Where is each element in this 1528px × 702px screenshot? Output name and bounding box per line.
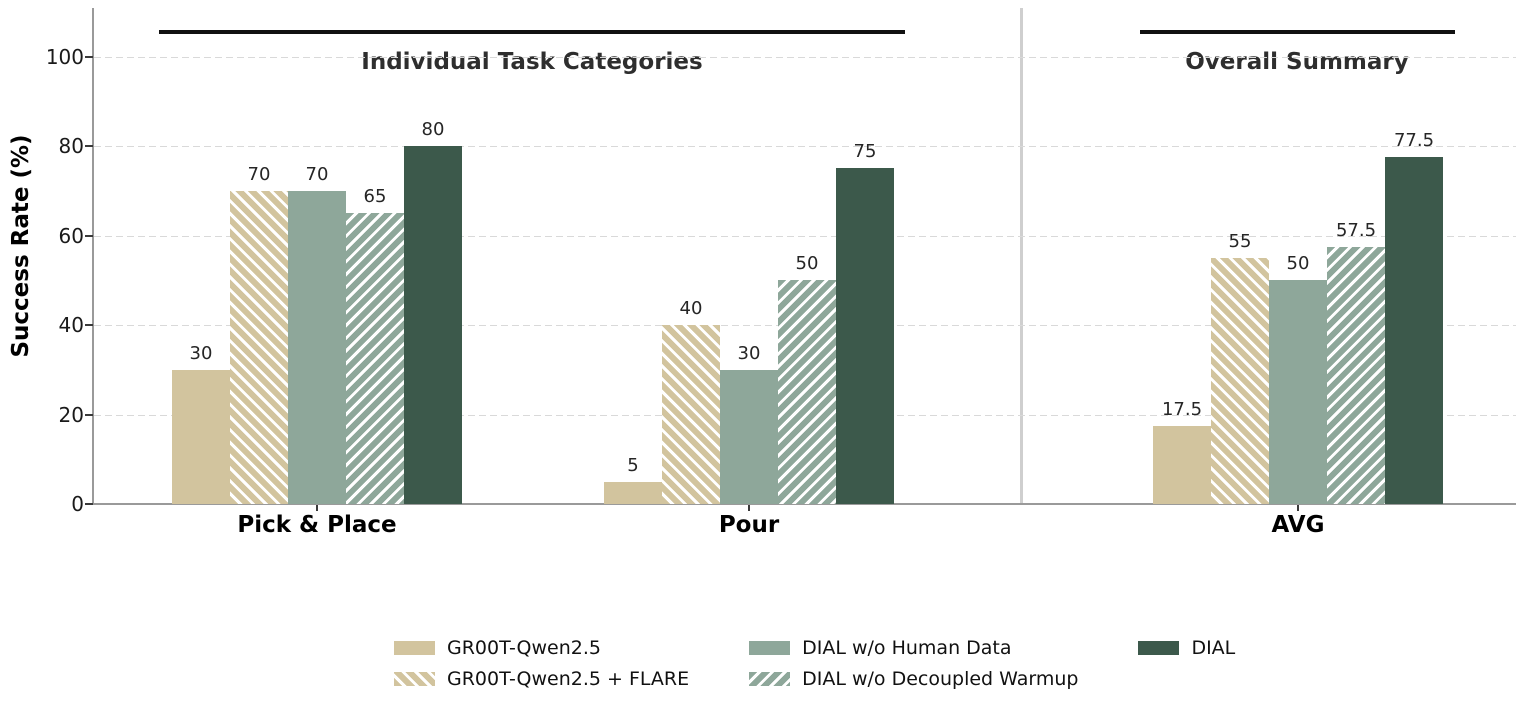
x-category-label-pick-place: Pick & Place	[237, 512, 397, 538]
legend-item-dial-w-o-human-data: DIAL w/o Human Data	[749, 637, 1078, 659]
bar-gr00t-qwen2-5-avg	[1153, 425, 1211, 504]
legend-item-gr00t-qwen2-5: GR00T-Qwen2.5	[394, 637, 689, 659]
legend-item-gr00t-qwen2-5-flare: GR00T-Qwen2.5 + FLARE	[394, 668, 689, 690]
panel-title-overall: Overall Summary	[1185, 49, 1409, 75]
bar-value-dial-w-o-human-data-pick-place: 70	[305, 163, 329, 185]
bar-value-gr00t-qwen2-5-flare-pour: 40	[679, 298, 703, 319]
panel-rule-left	[159, 30, 905, 34]
y-tick-mark-40	[85, 324, 93, 326]
bar-gr00t-qwen2-5-flare-pour	[662, 325, 720, 504]
legend-label-gr00t-qwen2-5-flare: GR00T-Qwen2.5 + FLARE	[447, 668, 690, 690]
legend-column-3: DIAL	[1138, 637, 1235, 690]
bar-value-dial-w-o-decoupled-warmup-pour: 50	[795, 253, 819, 275]
y-axis-spine	[92, 8, 94, 505]
legend-item-dial-w-o-decoupled-warmup: DIAL w/o Decoupled Warmup	[749, 668, 1078, 690]
y-tick-label-0: 0	[71, 492, 84, 516]
legend-label-gr00t-qwen2-5: GR00T-Qwen2.5	[447, 637, 601, 659]
legend-column-1: GR00T-Qwen2.5 GR00T-Qwen2.5 + FLARE	[394, 637, 689, 690]
y-tick-mark-0	[85, 503, 93, 505]
legend-swatch-gr00t-qwen2-5-flare	[394, 672, 435, 686]
legend-swatch-gr00t-qwen2-5	[394, 641, 435, 655]
bar-value-dial-pour: 75	[853, 141, 877, 163]
legend: GR00T-Qwen2.5 GR00T-Qwen2.5 + FLARE DIAL w…	[394, 637, 1235, 690]
x-tick-mark-pour	[748, 505, 750, 511]
y-tick-label-80: 80	[58, 134, 84, 158]
bar-dial-w-o-human-data-pour	[720, 369, 778, 504]
bar-value-dial-w-o-decoupled-warmup-pick-place: 65	[363, 186, 387, 208]
gridline-100	[94, 56, 1516, 58]
y-tick-mark-100	[85, 55, 93, 58]
y-tick-mark-80	[85, 145, 93, 147]
bar-value-dial-w-o-decoupled-warmup-avg: 57.5	[1335, 219, 1377, 241]
bar-gr00t-qwen2-5-flare-avg	[1211, 257, 1269, 504]
x-tick-mark-avg	[1297, 505, 1299, 511]
bar-dial-w-o-decoupled-warmup-pour	[778, 280, 836, 504]
legend-column-2: DIAL w/o Human Data DIAL w/o Decoupled Wa…	[749, 637, 1078, 690]
bar-value-dial-w-o-human-data-pour: 30	[737, 342, 761, 364]
bar-dial-w-o-human-data-avg	[1269, 280, 1327, 504]
bar-value-gr00t-qwen2-5-flare-avg: 55	[1228, 230, 1252, 252]
x-tick-mark-pick-place	[316, 505, 318, 511]
legend-label-dial-w-o-decoupled-warmup: DIAL w/o Decoupled Warmup	[802, 668, 1079, 690]
bar-dial-avg	[1385, 157, 1443, 504]
gridline-60	[94, 235, 1516, 237]
bar-value-gr00t-qwen2-5-flare-pick-place: 70	[247, 163, 271, 185]
y-tick-label-20: 20	[58, 402, 84, 427]
bar-gr00t-qwen2-5-pick-place	[172, 369, 230, 504]
panel-title-individual: Individual Task Categories	[361, 49, 703, 75]
bar-gr00t-qwen2-5-flare-pick-place	[230, 190, 288, 504]
bar-dial-pick-place	[404, 146, 462, 504]
bar-value-gr00t-qwen2-5-avg: 17.5	[1161, 398, 1203, 420]
legend-swatch-dial-w-o-human-data	[749, 641, 791, 655]
panel-divider	[1020, 8, 1023, 503]
bar-dial-w-o-human-data-pick-place	[288, 190, 346, 504]
y-tick-mark-20	[85, 413, 93, 416]
y-tick-label-100: 100	[45, 44, 84, 69]
legend-swatch-dial-w-o-decoupled-warmup	[749, 672, 791, 686]
legend-item-dial: DIAL	[1138, 637, 1235, 659]
bar-dial-pour	[836, 168, 894, 504]
bar-gr00t-qwen2-5-pour	[604, 481, 662, 504]
bar-value-gr00t-qwen2-5-pick-place: 30	[189, 342, 213, 364]
bar-value-dial-pick-place: 80	[421, 119, 445, 140]
bar-dial-w-o-decoupled-warmup-pick-place	[346, 213, 404, 504]
legend-label-dial: DIAL	[1191, 637, 1236, 659]
y-tick-label-40: 40	[58, 313, 84, 337]
legend-label-dial-w-o-human-data: DIAL w/o Human Data	[802, 637, 1012, 659]
x-category-label-avg: AVG	[1271, 512, 1325, 538]
bar-value-dial-avg: 77.5	[1393, 130, 1435, 152]
x-category-label-pour: Pour	[718, 512, 780, 538]
bar-value-dial-w-o-human-data-avg: 50	[1286, 253, 1310, 275]
bar-value-gr00t-qwen2-5-pour: 5	[627, 454, 639, 476]
x-axis-spine	[92, 503, 1516, 505]
gridline-80	[94, 146, 1516, 147]
y-tick-mark-60	[85, 234, 93, 237]
legend-swatch-dial	[1138, 641, 1180, 655]
y-tick-label-60: 60	[58, 223, 84, 248]
panel-rule-right	[1140, 30, 1455, 34]
bar-dial-w-o-decoupled-warmup-avg	[1327, 246, 1385, 504]
